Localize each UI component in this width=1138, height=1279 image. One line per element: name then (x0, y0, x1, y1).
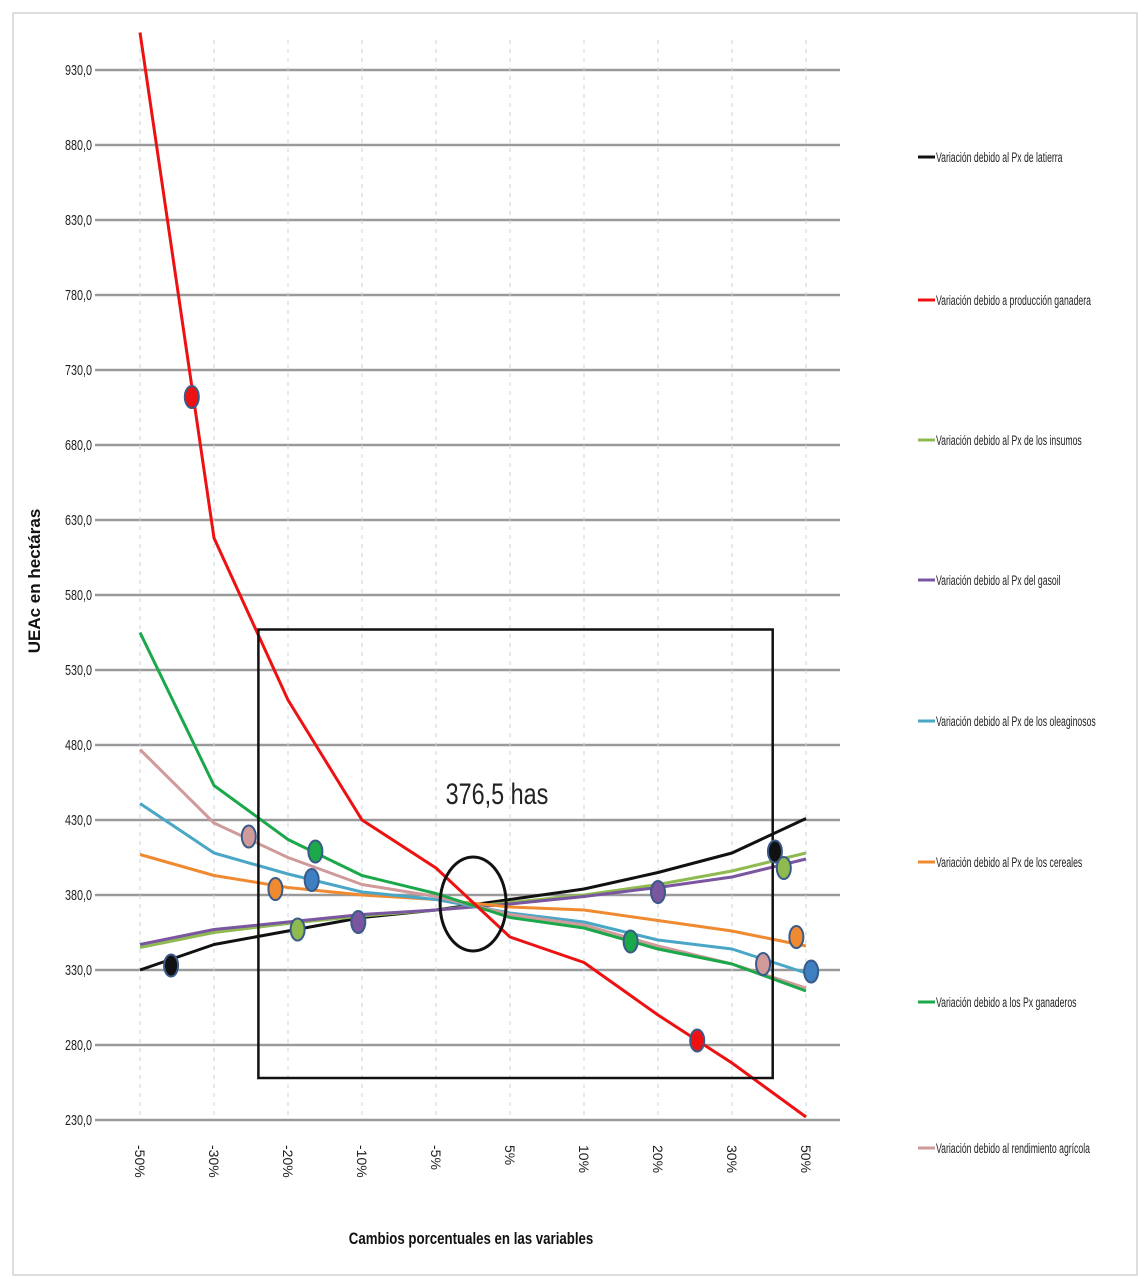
y-tick-label: 580,0 (65, 586, 92, 603)
x-tick-label: 30% (724, 1145, 740, 1173)
y-tick-label: 680,0 (65, 436, 92, 453)
data-marker (689, 1028, 706, 1053)
data-marker (766, 839, 783, 864)
data-marker (650, 880, 666, 904)
x-tick-label: -30% (206, 1145, 222, 1178)
data-marker (803, 959, 820, 984)
y-tick-label: 830,0 (65, 211, 92, 228)
highlight-box (257, 628, 774, 1080)
y-tick-label: 530,0 (65, 661, 92, 678)
y-tick-label: 730,0 (65, 361, 92, 378)
data-marker (183, 385, 200, 409)
legend-entry: Variación debido a producción ganadera (936, 293, 1091, 309)
y-axis-ticks: 930,0 880,0 830,0 780,0 730,0 680,0 630,0 580,0… (65, 61, 92, 1128)
y-tick-label: 930,0 (65, 61, 92, 78)
x-tick-label: 10% (576, 1145, 592, 1173)
data-marker (788, 925, 805, 949)
series-line (139, 802, 807, 975)
series-line (139, 851, 807, 949)
data-marker (307, 839, 324, 864)
data-marker (240, 824, 257, 849)
data-marker (303, 868, 320, 892)
legend-entry: Variación debido al Px del gasoil (936, 573, 1061, 589)
legend-entry: Variación debido al rendimiento agrícola (936, 1141, 1090, 1157)
legend-entry: Variación debido al Px de los oleaginoso… (936, 714, 1096, 730)
y-tick-label: 430,0 (65, 811, 92, 828)
data-marker (267, 877, 284, 901)
y-tick-label: 630,0 (65, 511, 92, 528)
series-lines (138, 32, 807, 1119)
y-tick-label: 280,0 (65, 1036, 92, 1053)
data-marker (775, 856, 792, 880)
legend-entry: Variación debido al Px de latierra (936, 150, 1063, 166)
y-tick-label: 480,0 (65, 736, 92, 753)
chart-border (12, 12, 1138, 1276)
x-tick-label: -5% (428, 1145, 444, 1170)
x-tick-label: 50% (798, 1145, 814, 1173)
y-tick-label: 880,0 (65, 136, 92, 153)
y-tick-label: 230,0 (65, 1111, 92, 1128)
legend-entry: Variación debido a los Px ganaderos (936, 995, 1077, 1011)
x-axis-ticks: -50% -30% -20% -10% -5% 5% 10% 20% 30% 50% (132, 1145, 814, 1178)
x-tick-label: 20% (650, 1145, 666, 1173)
data-marker (622, 929, 639, 954)
annotation-label: 376,5 has (446, 777, 549, 810)
data-marker (163, 953, 180, 978)
data-marker (350, 910, 367, 934)
y-tick-label: 780,0 (65, 286, 92, 303)
data-marker (755, 952, 772, 976)
y-tick-label: 330,0 (65, 961, 92, 978)
y-axis-title: UEAc en hectáras (25, 509, 44, 654)
highlight-circle (438, 855, 508, 953)
series-line (139, 853, 807, 948)
legend: Variación debido al Px de latierra Variac… (918, 150, 1096, 1157)
gridlines (95, 40, 840, 1122)
series-markers (163, 385, 820, 1053)
x-tick-label: -50% (132, 1145, 148, 1178)
legend-entry: Variación debido al Px de los cereales (936, 855, 1082, 871)
annotation-overlays (257, 628, 774, 1080)
x-tick-label: 5% (502, 1145, 518, 1165)
x-axis-title: Cambios porcentuales en las variables (349, 1230, 594, 1249)
series-line (138, 32, 807, 1119)
x-tick-label: -10% (354, 1145, 370, 1178)
series-line (138, 631, 807, 993)
data-marker (289, 917, 306, 942)
x-tick-label: -20% (280, 1145, 296, 1178)
y-tick-label: 380,0 (65, 886, 92, 903)
legend-entry: Variación debido al Px de los insumos (936, 433, 1082, 449)
